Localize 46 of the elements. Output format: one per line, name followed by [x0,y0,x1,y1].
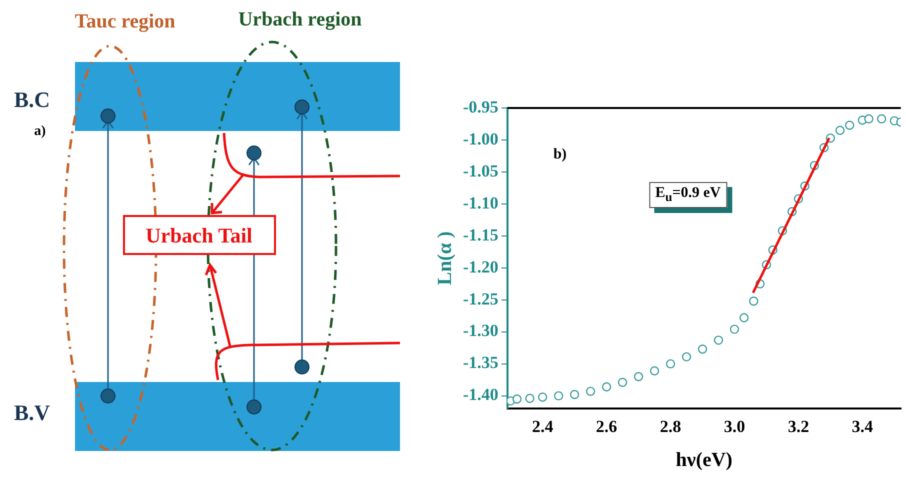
text: B.V [14,400,50,426]
y-tick-label: -1.10 [462,193,498,212]
point [538,392,548,402]
text: B.C [14,87,50,113]
point [730,324,740,334]
x-tick-label: 3.0 [724,417,746,436]
x-tick-label: 2.4 [532,417,554,436]
point [682,352,692,362]
y-tick-label: -1.05 [462,161,498,180]
point [698,344,708,354]
point [666,359,676,368]
y-tick-label: -1.15 [462,225,498,244]
text: Tauc region [74,10,176,34]
point [835,126,845,135]
y-tick-label: -1.30 [462,321,498,340]
point [739,313,749,322]
y-tick-label: -0.95 [462,97,498,116]
point [634,372,644,382]
x-axis-title: hν(eV) [676,449,732,472]
x-tick-label: 3.4 [852,417,874,436]
point [845,120,854,130]
y-tick-label: -1.20 [462,257,498,276]
annotation: b) [553,146,567,164]
text: a) [34,124,46,140]
point [586,386,596,396]
point [525,394,534,403]
point [877,114,886,124]
point [618,378,628,387]
point [570,390,580,400]
text: Urbach region [238,8,362,32]
annotation: E$_{u}$=0.9 eV [649,182,727,208]
point [554,391,564,400]
point [650,366,660,376]
point [512,394,522,404]
y-tick-label: -1.40 [462,385,498,404]
x-tick-label: 2.8 [660,417,682,436]
point [749,296,758,306]
x-tick-label: 2.6 [596,417,618,436]
y-tick-label: -1.35 [462,353,498,372]
y-tick-label: -1.25 [462,289,498,308]
point [864,114,874,124]
point [714,336,724,345]
x-tick-label: 3.2 [788,417,810,436]
y-axis-title: Ln(α ) [434,231,456,286]
point [602,382,612,392]
y-tick-label: -1.00 [462,129,498,148]
